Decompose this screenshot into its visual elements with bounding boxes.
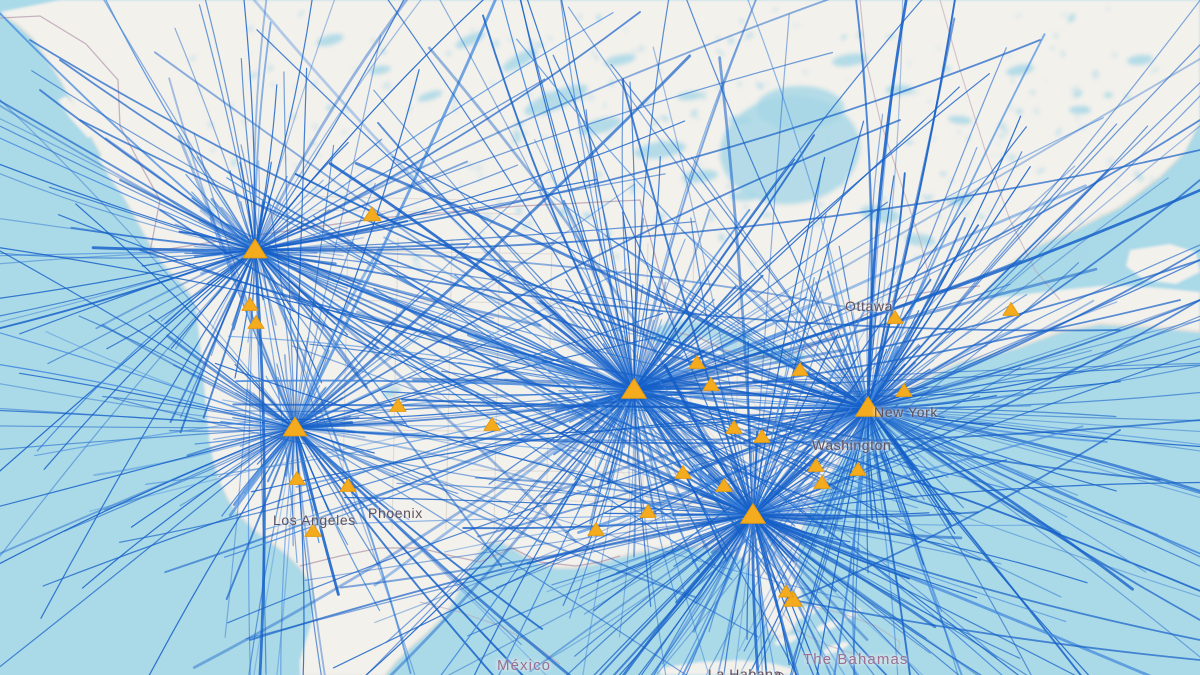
marker-raleigh[interactable]	[849, 462, 867, 476]
marker-salt-lake[interactable]	[389, 398, 407, 412]
marker-portland[interactable]	[241, 297, 259, 311]
marker-seattle[interactable]	[242, 238, 268, 259]
routes-long-haul	[29, 11, 1200, 675]
marker-new-york[interactable]	[855, 396, 881, 417]
marker-charlotte[interactable]	[813, 475, 831, 489]
marker-detroit[interactable]	[702, 377, 720, 391]
marker-philadelphia[interactable]	[725, 420, 743, 434]
marker-miami[interactable]	[783, 590, 803, 607]
marker-pittsburgh[interactable]	[753, 429, 771, 443]
marker-eugene[interactable]	[247, 315, 265, 329]
marker-las-vegas[interactable]	[288, 471, 306, 485]
marker-washington[interactable]	[807, 458, 825, 472]
marker-montreal[interactable]	[1002, 302, 1020, 316]
marker-ottawa[interactable]	[886, 310, 904, 324]
marker-atlanta[interactable]	[740, 503, 766, 524]
marker-denver[interactable]	[483, 417, 501, 431]
marker-chicago[interactable]	[621, 378, 647, 399]
marker-houston[interactable]	[639, 504, 657, 518]
marker-san-francisco[interactable]	[282, 416, 308, 437]
marker-minneapolis[interactable]	[688, 355, 706, 369]
marker-nashville[interactable]	[674, 465, 692, 479]
marker-phoenix[interactable]	[339, 478, 357, 492]
marker-san-diego[interactable]	[304, 523, 322, 537]
marker-dallas[interactable]	[587, 522, 605, 536]
marker-tampa[interactable]	[778, 584, 794, 598]
airport-markers-layer[interactable]	[241, 206, 1020, 607]
marker-spokane[interactable]	[362, 206, 382, 222]
marker-memphis[interactable]	[715, 478, 733, 492]
la-habana-dot-icon	[775, 672, 784, 675]
marker-boston[interactable]	[895, 383, 913, 397]
marker-toronto[interactable]	[791, 362, 809, 376]
